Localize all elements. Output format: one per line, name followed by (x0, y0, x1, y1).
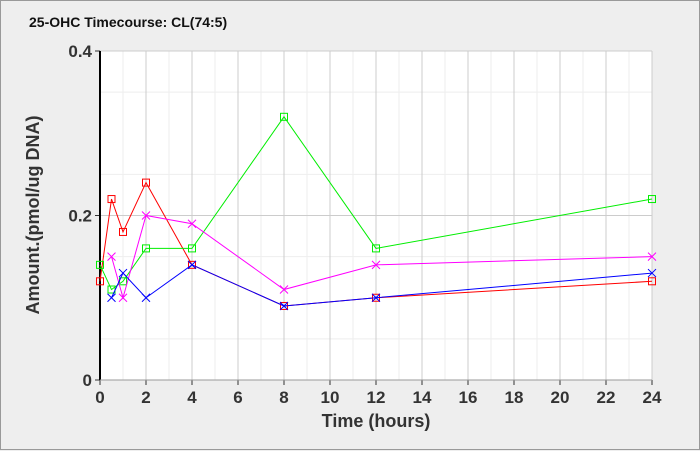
x-tick-label: 8 (279, 388, 288, 407)
y-tick-label: 0.4 (68, 42, 92, 61)
data-point (188, 260, 196, 269)
x-tick-label: 18 (505, 388, 524, 407)
x-tick-label: 14 (413, 388, 432, 407)
chart-title: 25-OHC Timecourse: CL(74:5) (29, 14, 227, 30)
data-point (647, 268, 657, 278)
y-tick-label: 0.2 (68, 207, 92, 226)
data-point (107, 252, 116, 261)
x-tick-label: 16 (459, 388, 478, 407)
y-axis-label: Amount.(pmol/ug DNA) (23, 116, 43, 315)
data-point (371, 293, 381, 303)
data-point (96, 260, 104, 269)
x-tick-label: 20 (551, 388, 570, 407)
data-point (118, 268, 128, 278)
data-point (647, 252, 657, 261)
series-line-1 (99, 115, 653, 291)
data-point (107, 293, 116, 303)
data-point (188, 244, 196, 253)
data-point (107, 195, 116, 204)
data-point (142, 178, 150, 187)
x-axis-label: Time (hours) (322, 411, 431, 431)
data-point (648, 277, 656, 286)
x-tick-label: 4 (187, 388, 197, 407)
x-tick-label: 2 (141, 388, 150, 407)
x-tick-label: 22 (597, 388, 616, 407)
data-point (648, 195, 656, 204)
data-point (279, 301, 289, 311)
data-point (187, 219, 197, 229)
data-point (280, 112, 288, 121)
data-point (372, 244, 380, 253)
data-point (96, 277, 104, 286)
data-point (119, 227, 127, 236)
data-point (141, 211, 151, 220)
x-tick-label: 12 (367, 388, 386, 407)
data-point (118, 293, 128, 303)
x-tick-label: 6 (233, 388, 242, 407)
x-tick-label: 24 (643, 388, 662, 407)
x-tick-label: 10 (321, 388, 340, 407)
data-point (279, 285, 289, 294)
data-point (142, 244, 150, 253)
data-point (187, 260, 197, 270)
data-point (371, 260, 381, 270)
data-point (141, 293, 151, 303)
x-tick-label: 0 (95, 388, 104, 407)
y-tick-label: 0 (83, 371, 92, 390)
